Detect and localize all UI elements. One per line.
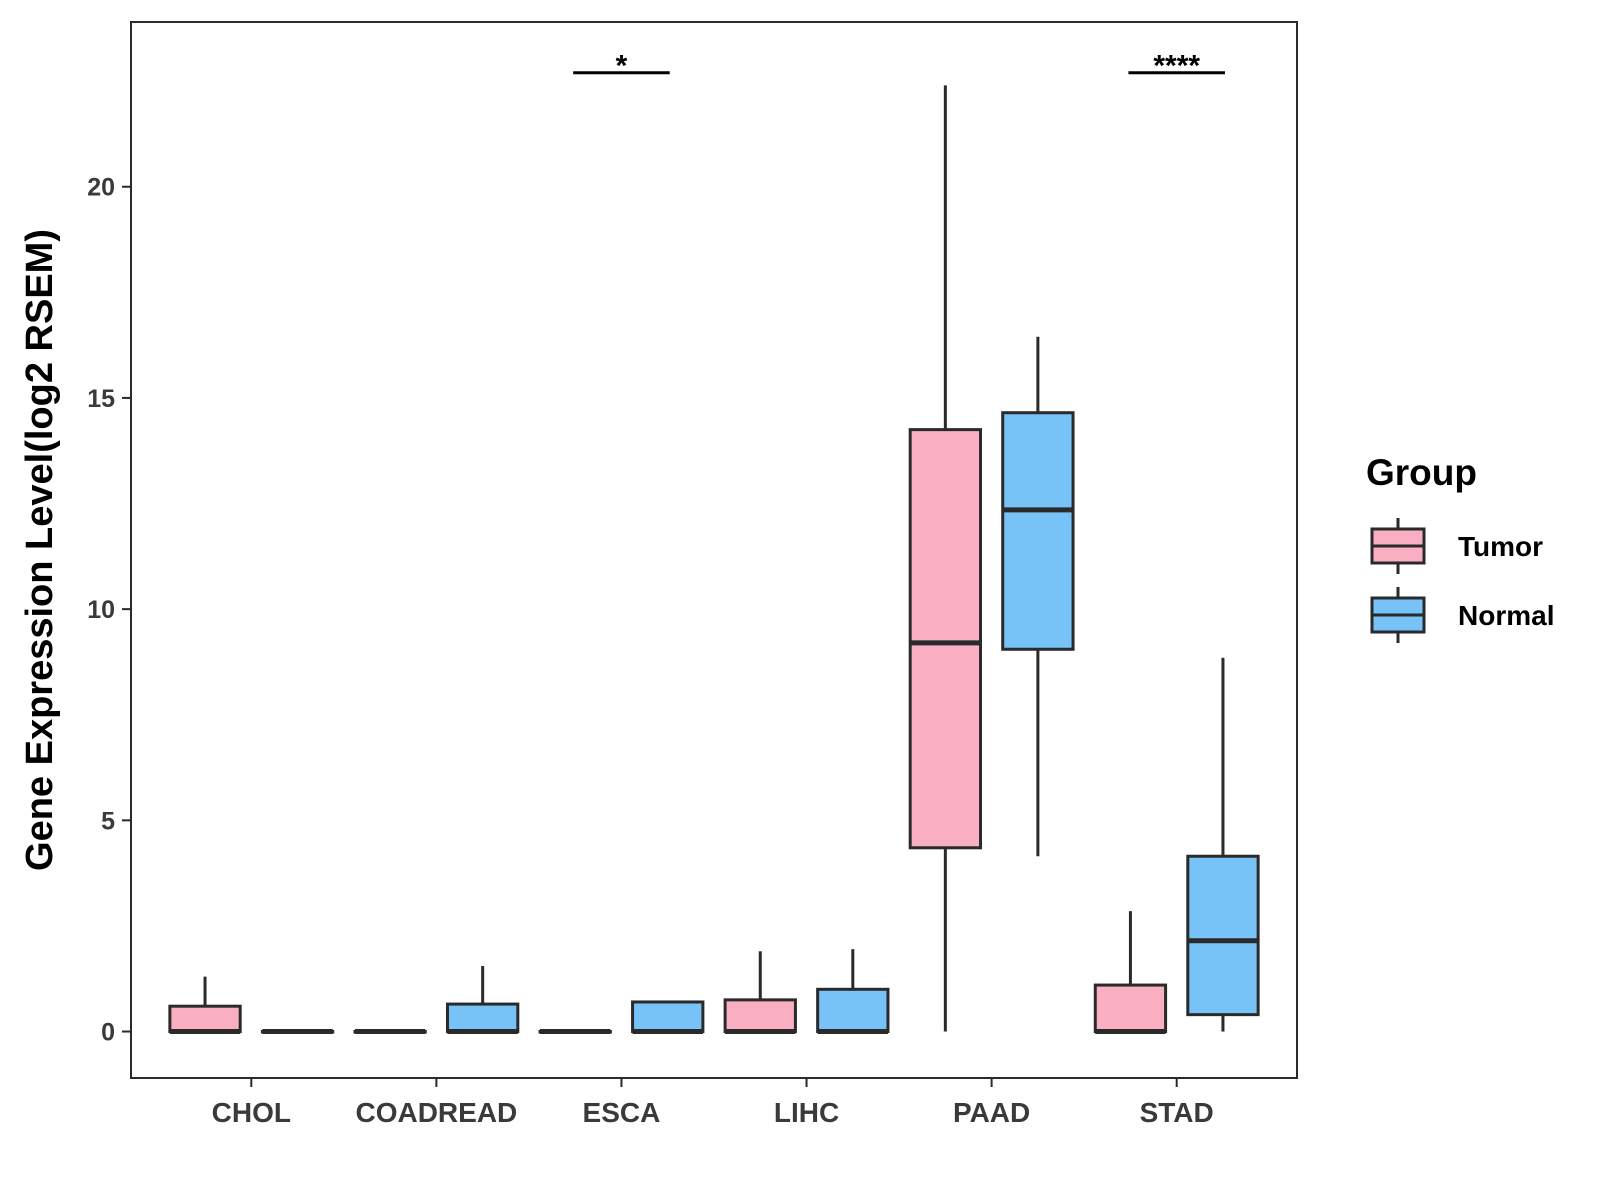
box-body	[908, 428, 983, 850]
y-tick-label: 15	[87, 385, 115, 413]
box-body	[631, 1000, 705, 1034]
box-normal-lihc	[816, 949, 890, 1035]
box-tumor-lihc	[723, 951, 797, 1035]
legend-label: Tumor	[1458, 531, 1543, 562]
box-body	[723, 998, 797, 1034]
y-tick-label: 20	[87, 174, 115, 202]
x-tick-label-chol: CHOL	[212, 1097, 291, 1128]
box-body	[445, 1002, 520, 1034]
box-tumor-stad	[1093, 911, 1168, 1035]
box-body	[816, 987, 890, 1034]
plot-panel-border	[130, 21, 1298, 1079]
box-tumor-esca	[538, 1029, 612, 1035]
y-tick-label: 0	[101, 1019, 115, 1047]
significance-label: *	[616, 50, 628, 83]
y-axis-title: Gene Expression Level(log2 RSEM)	[19, 229, 61, 871]
x-axis: CHOL COADREAD ESCA LIHC PAAD STAD	[212, 1078, 1214, 1128]
box-body	[1093, 983, 1168, 1034]
box-normal-stad	[1186, 657, 1260, 1032]
box-body	[1186, 854, 1260, 1017]
y-tick-label: 10	[87, 596, 115, 624]
box-tumor-coadread	[353, 1029, 427, 1035]
box-body	[1001, 411, 1075, 651]
box-body	[168, 1004, 242, 1034]
box-normal-esca	[631, 1000, 705, 1035]
legend-title: Group	[1366, 452, 1477, 493]
legend: Group Tumor Normal	[1366, 452, 1554, 643]
significance-label: ****	[1153, 50, 1200, 83]
legend-items: Tumor Normal	[1370, 518, 1554, 643]
box-tumor-paad	[908, 85, 983, 1032]
x-tick-label-paad: PAAD	[953, 1097, 1030, 1128]
legend-item-tumor: Tumor	[1370, 518, 1543, 574]
significance-layer: * ****	[573, 50, 1225, 83]
box-tumor-chol	[168, 976, 242, 1035]
y-tick-label: 5	[101, 807, 115, 835]
legend-label: Normal	[1458, 600, 1554, 631]
y-axis: 0 5 10 15 20	[87, 174, 131, 1047]
boxes-layer	[168, 85, 1260, 1035]
x-tick-label-stad: STAD	[1140, 1097, 1214, 1128]
box-normal-coadread	[445, 966, 520, 1035]
x-tick-label-lihc: LIHC	[774, 1097, 839, 1128]
legend-item-normal: Normal	[1370, 587, 1554, 643]
box-normal-chol	[260, 1029, 335, 1035]
box-normal-paad	[1001, 336, 1075, 857]
x-tick-label-coadread: COADREAD	[355, 1097, 517, 1128]
x-tick-label-esca: ESCA	[583, 1097, 661, 1128]
